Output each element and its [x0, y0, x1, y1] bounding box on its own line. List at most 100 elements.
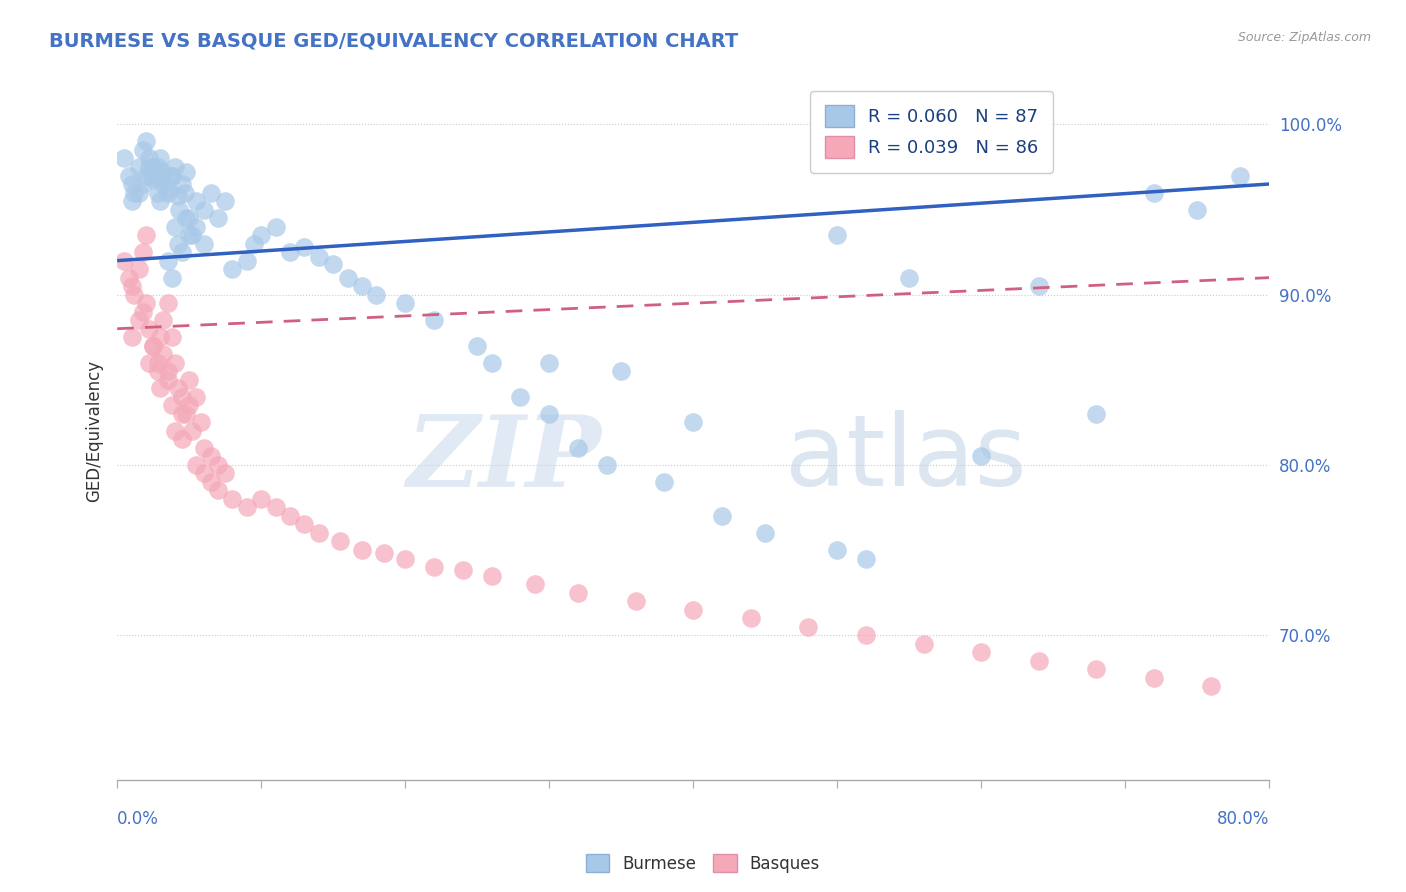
Point [170, 177, 193, 191]
Point [124, 287, 146, 301]
Point [121, 330, 143, 344]
Point [118, 169, 141, 183]
Point [825, 228, 848, 243]
Point [142, 169, 165, 183]
Point [1085, 407, 1108, 421]
Point [163, 424, 186, 438]
Point [186, 390, 208, 404]
Point [135, 228, 157, 243]
Point [682, 415, 704, 429]
Point [567, 441, 589, 455]
Point [160, 330, 183, 344]
Point [1185, 202, 1208, 217]
Point [179, 373, 201, 387]
Point [124, 186, 146, 200]
Point [135, 296, 157, 310]
Text: atlas: atlas [786, 410, 1026, 508]
Point [179, 211, 201, 225]
Point [181, 424, 204, 438]
Point [138, 152, 160, 166]
Point [596, 458, 619, 472]
Point [118, 270, 141, 285]
Point [278, 508, 301, 523]
Text: ZIP: ZIP [406, 410, 600, 507]
Point [236, 500, 259, 515]
Point [322, 257, 344, 271]
Point [193, 467, 215, 481]
Point [236, 253, 259, 268]
Point [142, 160, 165, 174]
Point [200, 475, 222, 489]
Point [128, 186, 150, 200]
Point [825, 543, 848, 558]
Point [132, 245, 155, 260]
Point [142, 339, 165, 353]
Point [1201, 679, 1223, 693]
Point [135, 169, 157, 183]
Point [135, 135, 157, 149]
Point [156, 373, 179, 387]
Point [160, 169, 183, 183]
Point [207, 458, 229, 472]
Point [160, 398, 183, 412]
Point [112, 253, 135, 268]
Point [149, 330, 172, 344]
Point [610, 364, 633, 378]
Point [179, 228, 201, 243]
Point [912, 637, 935, 651]
Point [214, 467, 236, 481]
Point [128, 313, 150, 327]
Point [200, 450, 222, 464]
Point [170, 433, 193, 447]
Point [166, 236, 188, 251]
Point [160, 169, 183, 183]
Point [624, 594, 647, 608]
Point [190, 415, 212, 429]
Point [250, 491, 273, 506]
Text: Source: ZipAtlas.com: Source: ZipAtlas.com [1237, 31, 1371, 45]
Point [465, 339, 488, 353]
Point [132, 304, 155, 318]
Point [1229, 169, 1251, 183]
Point [855, 628, 877, 642]
Point [567, 585, 589, 599]
Point [176, 407, 198, 421]
Point [173, 186, 195, 200]
Point [308, 250, 330, 264]
Point [221, 262, 243, 277]
Point [350, 279, 373, 293]
Point [264, 500, 287, 515]
Point [170, 407, 193, 421]
Point [149, 169, 172, 183]
Point [797, 619, 820, 633]
Point [221, 491, 243, 506]
Point [156, 296, 179, 310]
Point [250, 228, 273, 243]
Point [179, 398, 201, 412]
Point [149, 152, 172, 166]
Text: 0.0%: 0.0% [117, 811, 159, 829]
Point [149, 194, 172, 208]
Point [156, 253, 179, 268]
Point [138, 160, 160, 174]
Point [740, 611, 762, 625]
Point [170, 245, 193, 260]
Point [898, 270, 921, 285]
Point [682, 602, 704, 616]
Point [214, 194, 236, 208]
Point [167, 202, 190, 217]
Point [146, 186, 169, 200]
Point [451, 563, 474, 577]
Point [350, 543, 373, 558]
Point [166, 381, 188, 395]
Point [243, 236, 266, 251]
Point [710, 508, 733, 523]
Point [329, 534, 352, 549]
Point [481, 356, 503, 370]
Point [156, 182, 179, 196]
Point [292, 517, 315, 532]
Point [132, 143, 155, 157]
Point [152, 313, 174, 327]
Point [970, 450, 993, 464]
Text: BURMESE VS BASQUE GED/EQUIVALENCY CORRELATION CHART: BURMESE VS BASQUE GED/EQUIVALENCY CORREL… [49, 31, 738, 50]
